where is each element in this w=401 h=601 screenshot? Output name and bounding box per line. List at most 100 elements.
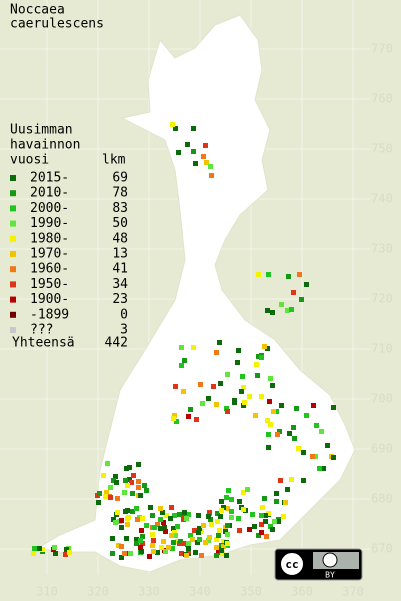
observation-dot: [182, 358, 187, 363]
observation-dot: [225, 372, 230, 377]
legend-swatch: [10, 296, 16, 303]
legend-count: 41: [112, 262, 128, 277]
observation-dot: [242, 400, 247, 405]
observation-dot: [179, 551, 184, 556]
y-tick-label: 730: [371, 242, 393, 256]
observation-dot: [131, 473, 136, 478]
observation-dot: [291, 290, 296, 295]
observation-dot: [151, 549, 156, 554]
observation-dot: [271, 409, 276, 414]
observation-dot: [158, 526, 163, 531]
observation-dot: [263, 519, 268, 524]
observation-dot: [247, 394, 252, 399]
observation-dot: [299, 297, 304, 302]
observation-dot: [177, 512, 182, 517]
observation-dot: [173, 384, 178, 389]
observation-dot: [37, 546, 42, 551]
observation-dot: [270, 527, 275, 532]
observation-dot: [221, 544, 226, 549]
legend-swatch: [10, 235, 16, 242]
observation-dot: [279, 403, 284, 408]
observation-dot: [235, 360, 240, 365]
observation-dot: [193, 161, 198, 166]
observation-dot: [262, 344, 267, 349]
observation-dot: [286, 274, 291, 279]
observation-dot: [241, 490, 246, 495]
observation-dot: [110, 536, 115, 541]
observation-dot: [142, 483, 147, 488]
observation-dot: [105, 461, 110, 466]
observation-dot: [175, 524, 180, 529]
observation-dot: [203, 143, 208, 148]
observation-dot: [147, 554, 152, 559]
observation-dot: [281, 514, 286, 519]
observation-dot: [181, 389, 186, 394]
y-tick-label: 690: [371, 442, 393, 456]
legend-label: 2000-: [30, 201, 69, 216]
observation-dot: [198, 382, 203, 387]
legend-label: 2010-: [30, 186, 69, 201]
observation-dot: [252, 524, 257, 529]
observation-dot: [241, 385, 246, 390]
observation-dot: [101, 473, 106, 478]
observation-dot: [191, 345, 196, 350]
observation-dot: [182, 541, 187, 546]
observation-dot: [259, 355, 264, 360]
legend-count: 23: [112, 292, 128, 307]
observation-dot: [283, 500, 288, 505]
observation-dot: [262, 496, 267, 501]
observation-dot: [265, 418, 270, 423]
observation-dot: [219, 548, 224, 553]
observation-dot: [218, 381, 223, 386]
legend-count: 13: [112, 247, 128, 262]
observation-dot: [225, 506, 230, 511]
observation-dot: [196, 530, 201, 535]
observation-dot: [173, 126, 178, 131]
observation-dot: [276, 519, 281, 524]
legend-swatch: [10, 311, 16, 318]
observation-dot: [263, 513, 268, 518]
observation-dot: [182, 510, 187, 515]
observation-dot: [241, 507, 246, 512]
observation-dot: [236, 516, 241, 521]
observation-dot: [232, 398, 237, 403]
observation-dot: [304, 413, 309, 418]
observation-dot: [196, 513, 201, 518]
observation-dot: [253, 413, 258, 418]
observation-dot: [122, 490, 127, 495]
observation-dot: [208, 517, 213, 522]
observation-dot: [158, 506, 163, 511]
observation-dot: [111, 478, 116, 483]
title: caerulescens: [10, 17, 104, 32]
legend-label: 2015-: [30, 171, 69, 186]
observation-dot: [191, 126, 196, 131]
observation-dot: [211, 384, 216, 389]
observation-dot: [294, 406, 299, 411]
observation-dot: [138, 538, 143, 543]
observation-dot: [206, 538, 211, 543]
observation-dot: [247, 527, 252, 532]
observation-dot: [225, 541, 230, 546]
legend-count: 3: [120, 323, 128, 338]
observation-dot: [134, 537, 139, 542]
observation-dot: [184, 553, 189, 558]
observation-dot: [199, 529, 204, 534]
observation-dot: [53, 551, 58, 556]
observation-dot: [186, 512, 191, 517]
observation-dot: [237, 528, 242, 533]
legend-swatch: [10, 190, 16, 197]
observation-dot: [217, 528, 222, 533]
observation-dot: [241, 403, 246, 408]
observation-dot: [63, 552, 68, 557]
observation-dot: [311, 403, 316, 408]
legend-label: 1970-: [30, 247, 69, 262]
legend-swatch: [10, 205, 16, 212]
legend-label: 1950-: [30, 277, 69, 292]
observation-dot: [144, 523, 149, 528]
observation-dot: [169, 533, 174, 538]
observation-dot: [214, 537, 219, 542]
observation-dot: [114, 480, 119, 485]
observation-dot: [224, 406, 229, 411]
observation-dot: [264, 534, 269, 539]
observation-dot: [254, 362, 259, 367]
